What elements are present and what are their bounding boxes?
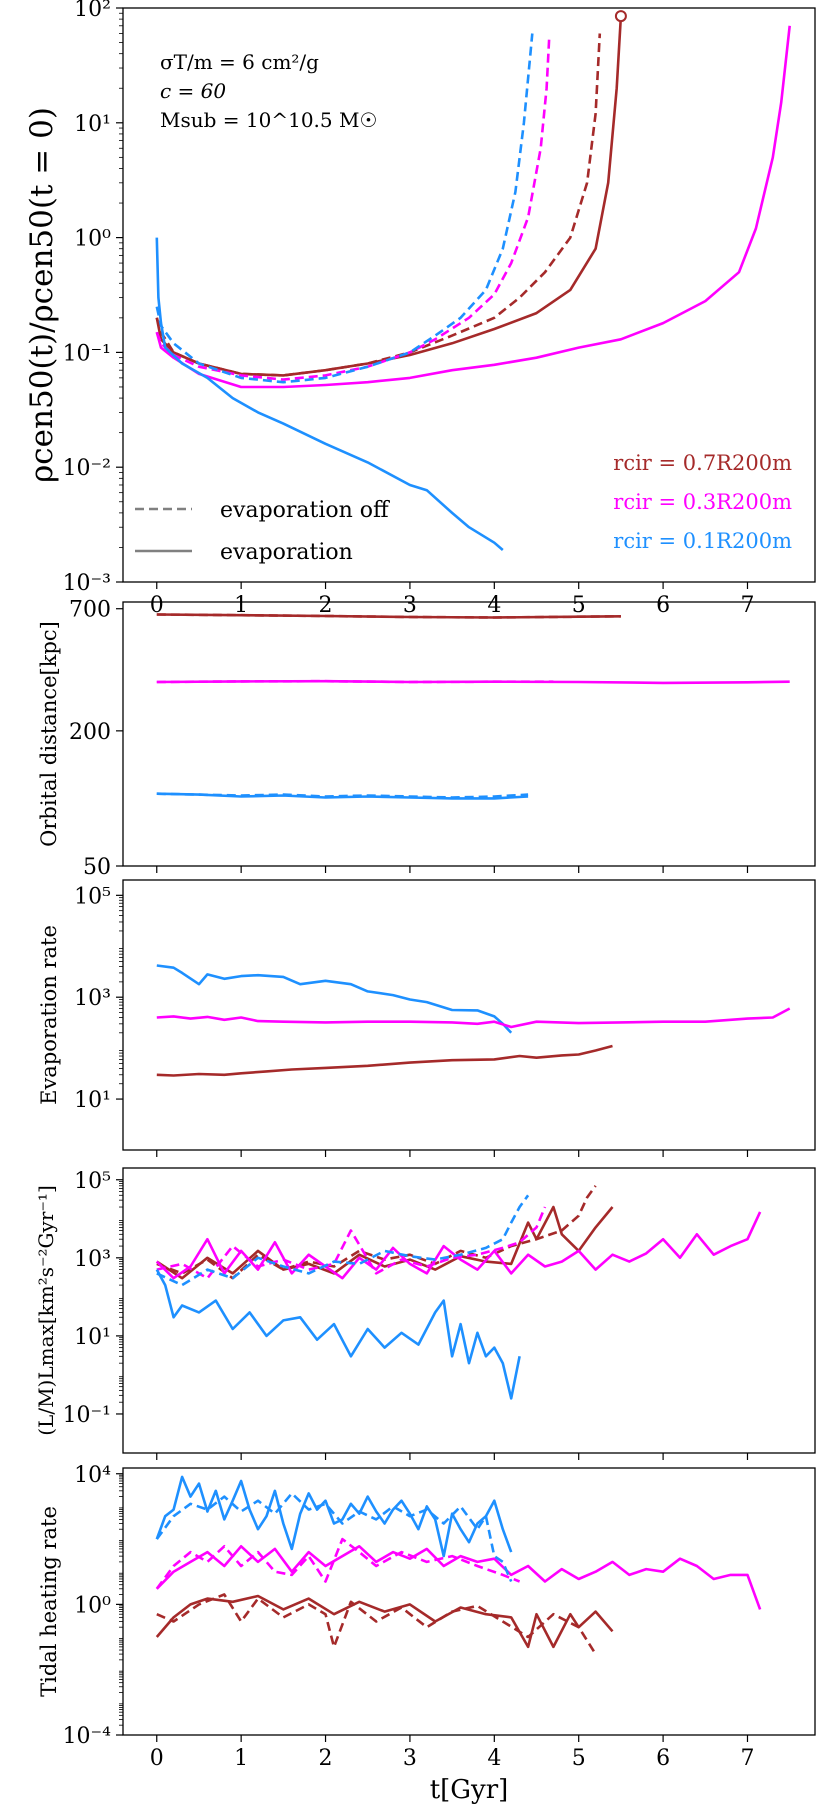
y-axis-label: Evaporation rate (37, 925, 61, 1105)
x-tick-label: 1 (234, 1746, 248, 1771)
y-tick-label: 10⁻¹ (63, 1403, 111, 1428)
y-tick-label: 10⁵ (74, 884, 111, 909)
series-blue-solid-line (155, 1268, 521, 1400)
series-group (156, 613, 790, 800)
panel-3: 10¹ 10³ 10⁵ Evaporation rate (37, 879, 816, 1157)
legend-blue-label: rcir = 0.1R200m (613, 529, 792, 553)
legend-evaporation: evaporation (220, 540, 353, 565)
annotation-cross-section: σT/m = 6 cm²/g (160, 50, 319, 74)
panel-1: 0 1 2 3 4 5 6 7 10⁻³ 10⁻² 10⁻¹ 10⁰ 10¹ 10² ρcen50(t)/ρ… (24, 0, 816, 618)
legend-brown-label: rcir = 0.7R200m (613, 451, 792, 475)
x-tick-label: 5 (572, 593, 586, 618)
plot-frame (122, 1167, 816, 1454)
plot-frame (122, 879, 816, 1151)
x-tick-label: 6 (656, 1746, 670, 1771)
x-tick-label: 7 (740, 1746, 754, 1771)
y-tick-label: 10⁻⁴ (63, 1724, 112, 1749)
series-group (156, 964, 791, 1077)
x-tick-label: 1 (234, 593, 248, 618)
y-tick-label: 10⁵ (74, 1169, 111, 1194)
x-axis-label: t[Gyr] (430, 1775, 509, 1805)
plot-frame (122, 601, 816, 867)
x-tick-label: 4 (487, 1746, 501, 1771)
x-tick-label: 3 (403, 1746, 417, 1771)
series-blue-dashed-line (155, 33, 534, 384)
series-magenta-solid-line (156, 1007, 791, 1029)
annotation-concentration: c = 60 (160, 79, 226, 103)
y-tick-label: 10¹ (74, 112, 111, 137)
y-tick-label: 10³ (74, 1247, 111, 1272)
series-blue-dashed-line (155, 1492, 513, 1583)
series-magenta-dashed-line (156, 1206, 547, 1280)
y-tick-label: 10¹ (74, 1088, 111, 1113)
panel-5: 0 1 2 3 4 5 6 7 10⁻⁴ 10⁰ 10⁴ Tidal heating rate (37, 1463, 816, 1771)
y-tick-label: 10⁰ (74, 1593, 111, 1618)
series-magenta-solid-line (155, 1211, 762, 1280)
x-tick-label: 2 (319, 593, 333, 618)
y-axis-label: ρcen50(t)/ρcen50(t = 0) (24, 107, 60, 483)
panel-4: 10⁻¹ 10¹ 10³ 10⁵ (L/M)Lmax[km²s⁻²Gyr⁻¹] (34, 1167, 816, 1460)
series-group (155, 1475, 762, 1655)
end-marker-circle (614, 10, 627, 23)
series-brown-solid-line (156, 613, 621, 619)
x-tick-label: 0 (150, 1746, 164, 1771)
y-tick-label: 10² (74, 0, 111, 22)
y-axis-label: Tidal heating rate (37, 1506, 61, 1697)
series-group (155, 1185, 762, 1400)
series-brown-solid-line (156, 1044, 613, 1077)
series-blue-solid-line (156, 792, 529, 800)
series-blue-solid-line (156, 964, 513, 1034)
y-tick-label: 200 (69, 720, 111, 745)
y-tick-label: 50 (83, 855, 111, 880)
x-tick-label: 6 (656, 593, 670, 618)
x-tick-label: 7 (740, 593, 754, 618)
y-tick-label: 10¹ (74, 1325, 111, 1350)
y-axis-label: (L/M)Lmax[km²s⁻²Gyr⁻¹] (34, 1185, 58, 1436)
y-tick-label: 10⁰ (74, 227, 111, 252)
series-brown-solid-line (155, 16, 623, 377)
series-brown-solid-line (155, 1594, 614, 1649)
series-blue-dashed-line (156, 1194, 530, 1287)
series-brown-dashed-line (156, 1185, 597, 1280)
y-tick-label: 10⁴ (74, 1463, 111, 1488)
x-tick-label: 4 (487, 593, 501, 618)
series-blue-solid-line (155, 237, 504, 551)
series-brown-solid-line (156, 1205, 614, 1280)
x-tick-label: 0 (150, 593, 164, 618)
annotation-subhalo-mass: Msub = 10^10.5 M☉ (160, 108, 377, 132)
y-tick-label: 10⁻³ (63, 571, 111, 596)
series-magenta-solid-line (155, 1545, 762, 1610)
series-magenta-dashed-line (155, 1537, 521, 1590)
series-magenta-solid-line (156, 679, 790, 685)
legend-magenta-label: rcir = 0.3R200m (613, 490, 792, 514)
legend-evaporation-off: evaporation off (220, 498, 390, 523)
x-tick-label: 3 (403, 593, 417, 618)
x-tick-label: 2 (319, 1746, 333, 1771)
plot-frame (122, 7, 816, 583)
plot-frame (122, 1467, 816, 1736)
y-tick-label: 10⁻¹ (63, 341, 111, 366)
panel-2: 50 200 700 Orbital distance[kpc] (37, 598, 816, 880)
y-tick-label: 10⁻² (63, 456, 111, 481)
y-axis-label: Orbital distance[kpc] (37, 621, 61, 847)
series-magenta-dashed-line (155, 37, 551, 381)
series-group (155, 16, 791, 551)
x-tick-label: 5 (572, 1746, 586, 1771)
series-magenta-solid-line (155, 25, 791, 389)
y-tick-label: 700 (69, 598, 111, 623)
series-blue-solid-line (155, 1475, 513, 1558)
y-tick-label: 10³ (74, 986, 111, 1011)
